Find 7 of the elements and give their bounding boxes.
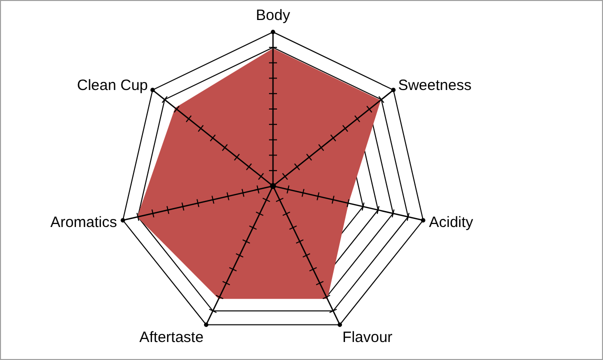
spoke-label: Acidity bbox=[428, 214, 474, 232]
spoke-label: Body bbox=[256, 7, 291, 24]
spoke-label: Sweetness bbox=[398, 76, 472, 94]
spoke-label: Flavour bbox=[342, 328, 392, 346]
spoke-label: Aftertaste bbox=[139, 328, 204, 346]
spoke-label: Clean Cup bbox=[77, 76, 148, 94]
spoke-label: Aromatics bbox=[50, 214, 118, 232]
